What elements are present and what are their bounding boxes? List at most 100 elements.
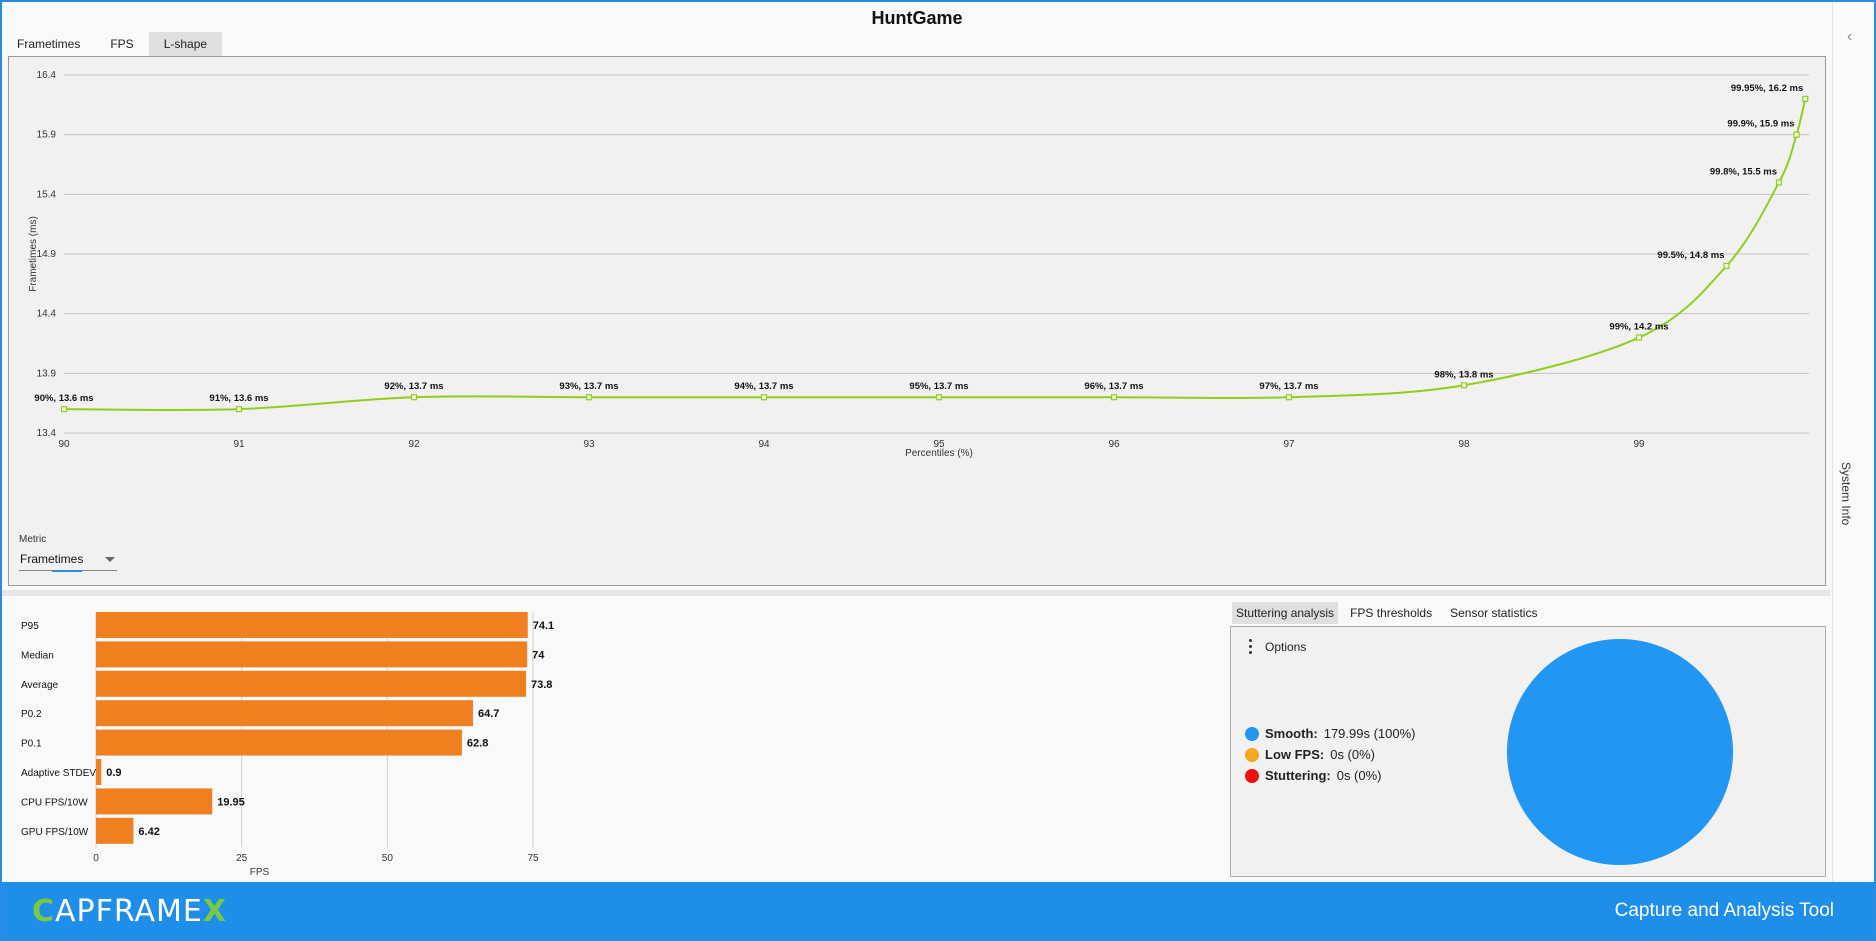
bar-value-label: 64.7 [478,708,499,720]
data-point-label: 99.95%, 16.2 ms [1731,83,1803,94]
tab-frametimes[interactable]: Frametimes [17,37,81,51]
fps-bar [96,700,473,727]
options-button[interactable]: Options [1245,639,1306,655]
x-tick-label: 50 [382,853,394,864]
chevron-left-icon[interactable]: ‹ [1847,28,1853,45]
data-point-marker [760,394,768,401]
legend-value: 179.99s (100%) [1323,726,1416,741]
statistics-tab-bar: Stuttering analysis FPS thresholds Senso… [1232,602,1551,624]
y-tick-label: 14.9 [37,249,57,260]
metric-dropdown-value: Frametimes [20,552,84,566]
legend-item-smooth: Smooth: 179.99s (100%) [1245,723,1416,744]
stuttering-pie-chart [1507,639,1733,865]
metric-label: Metric [19,534,47,545]
y-tick-label: 15.4 [37,189,57,200]
x-tick-label: 0 [93,853,99,864]
legend-value: 0s (0%) [1336,768,1382,783]
stuttering-analysis-panel: Options Smooth: 179.99s (100%) Low FPS: … [1230,626,1826,877]
data-point-label: 92%, 13.7 ms [384,381,443,392]
x-axis-label: FPS [250,867,270,878]
data-point-label: 99.8%, 15.5 ms [1710,166,1777,177]
tab-sensor-statistics[interactable]: Sensor statistics [1450,606,1538,620]
data-point-marker [1775,179,1783,186]
data-point-marker [1460,382,1468,389]
legend-label: Stuttering: [1265,768,1331,783]
tab-l-shape[interactable]: L-shape [148,32,223,56]
data-point-label: 90%, 13.6 ms [34,393,93,404]
data-point-label: 98%, 13.8 ms [1434,369,1493,380]
x-axis-label: Percentiles (%) [905,448,973,459]
tab-stuttering-analysis[interactable]: Stuttering analysis [1232,602,1339,624]
x-tick-label: 95 [933,439,945,450]
data-point-label: 91%, 13.6 ms [209,393,268,404]
data-point-marker [935,394,943,401]
smooth-color-swatch [1245,726,1259,741]
y-axis-label: Frametimes (ms) [28,216,39,292]
fps-bar [96,729,462,756]
fps-bar [96,788,213,815]
low-fps-color-swatch [1245,747,1259,762]
data-point-marker [1723,262,1730,270]
bar-category-label: Average [21,680,59,691]
y-tick-label: 14.4 [37,309,57,320]
bar-value-label: 73.8 [531,679,552,691]
legend-label: Smooth: [1265,726,1318,741]
y-tick-label: 15.9 [37,130,57,141]
data-point-label: 99%, 14.2 ms [1609,322,1668,333]
y-tick-label: 13.4 [37,428,57,439]
stuttering-color-swatch [1245,768,1259,783]
bar-value-label: 0.9 [106,767,121,779]
options-label: Options [1265,640,1307,654]
data-point-label: 96%, 13.7 ms [1084,381,1143,392]
system-info-toggle[interactable]: System Info [1839,462,1853,526]
legend-label: Low FPS: [1265,747,1325,762]
x-tick-label: 98 [1458,439,1470,450]
l-shape-chart: 13.4 13.9 14.4 14.9 15.4 15.9 16.4 90 91 92 93 94 95… [28,70,1809,459]
data-point-label: 95%, 13.7 ms [909,381,968,392]
bar-category-label: CPU FPS/10W [21,797,88,808]
capframex-logo: CAPFRAMEX [32,894,228,929]
tab-fps[interactable]: FPS [110,37,134,51]
bar-category-label: Adaptive STDEV [21,768,96,779]
stuttering-legend: Smooth: 179.99s (100%) Low FPS: 0s (0%) … [1245,723,1416,786]
chart-tab-bar: Frametimes FPS L-shape [2,32,223,56]
x-tick-label: 94 [758,439,770,450]
x-tick-label: 93 [583,439,595,450]
bar-category-label: P95 [21,621,39,632]
fps-bar [96,759,102,785]
bar-value-label: 62.8 [467,738,488,750]
data-point-label: 99.9%, 15.9 ms [1727,119,1794,130]
bar-category-label: Median [21,650,54,661]
data-point-marker [1110,394,1118,401]
y-tick-label: 13.9 [37,368,57,379]
data-point-label: 94%, 13.7 ms [734,381,793,392]
x-tick-label: 97 [1283,439,1295,450]
y-tick-label: 16.4 [37,70,57,81]
tab-fps-thresholds[interactable]: FPS thresholds [1350,606,1433,620]
data-point-marker [410,394,418,401]
data-point-label: 93%, 13.7 ms [559,381,618,392]
bar-category-label: P0.1 [21,739,42,750]
more-vertical-icon [1245,639,1257,655]
metric-dropdown[interactable]: Frametimes [19,549,117,572]
x-tick-label: 25 [236,853,248,864]
bar-value-label: 6.42 [138,826,159,838]
l-shape-chart-panel: 13.4 13.9 14.4 14.9 15.4 15.9 16.4 90 91 92 93 94 95… [8,56,1826,586]
chevron-down-icon [105,557,115,562]
fps-metrics-chart-panel: 0 25 50 75 FPS P95 74.1 Median 74 Average 73.8 P0.2… [2,602,562,882]
legend-value: 0s (0%) [1330,747,1376,762]
fps-bar [96,670,527,697]
panel-divider[interactable] [2,590,1830,596]
bar-value-label: 74 [532,649,545,661]
data-point-marker [1635,334,1643,341]
page-title: HuntGame [871,8,963,28]
legend-item-stuttering: Stuttering: 0s (0%) [1245,765,1416,786]
data-point-marker [60,406,68,413]
footer-tagline: Capture and Analysis Tool [1614,900,1834,921]
x-tick-label: 96 [1108,439,1120,450]
data-point-label: 97%, 13.7 ms [1259,381,1318,392]
x-tick-label: 99 [1633,439,1645,450]
fps-metrics-bar-chart: 0 25 50 75 FPS P95 74.1 Median 74 Average 73.8 P0.2… [21,612,554,878]
x-tick-label: 92 [408,439,420,450]
